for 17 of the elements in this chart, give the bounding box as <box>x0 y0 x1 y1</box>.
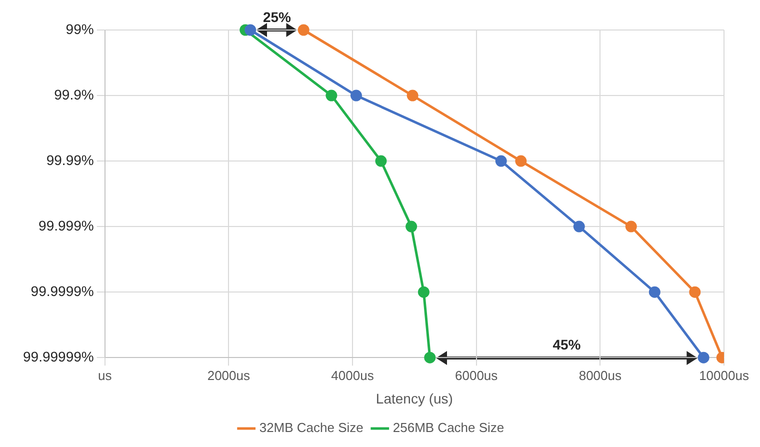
annotation: 45% <box>552 336 582 352</box>
x-tick-label: 10000us <box>699 368 750 383</box>
y-tick-label: 99.9999% <box>30 282 94 299</box>
x-tick-label: us <box>98 368 112 383</box>
y-tick-label: 99.99% <box>46 152 94 168</box>
text: 25% <box>262 8 292 25</box>
legend-label: 256MB Cache Size <box>392 420 504 436</box>
x-tick-label: 8000us <box>578 368 622 383</box>
y-tick-label: 99% <box>66 20 94 37</box>
x-axis-title: Latency (us) <box>376 390 453 406</box>
legend-label: 32MB Cache Size <box>259 420 364 436</box>
y-tick-label: 99.99999% <box>22 348 94 364</box>
x-tick-label: 4000us <box>331 368 374 383</box>
y-tick-label: 99.999% <box>38 217 94 234</box>
x-tick-label: 2000us <box>207 368 250 383</box>
y-tick-label: 99.9% <box>54 86 94 102</box>
x-tick-label: 6000us <box>455 368 498 383</box>
